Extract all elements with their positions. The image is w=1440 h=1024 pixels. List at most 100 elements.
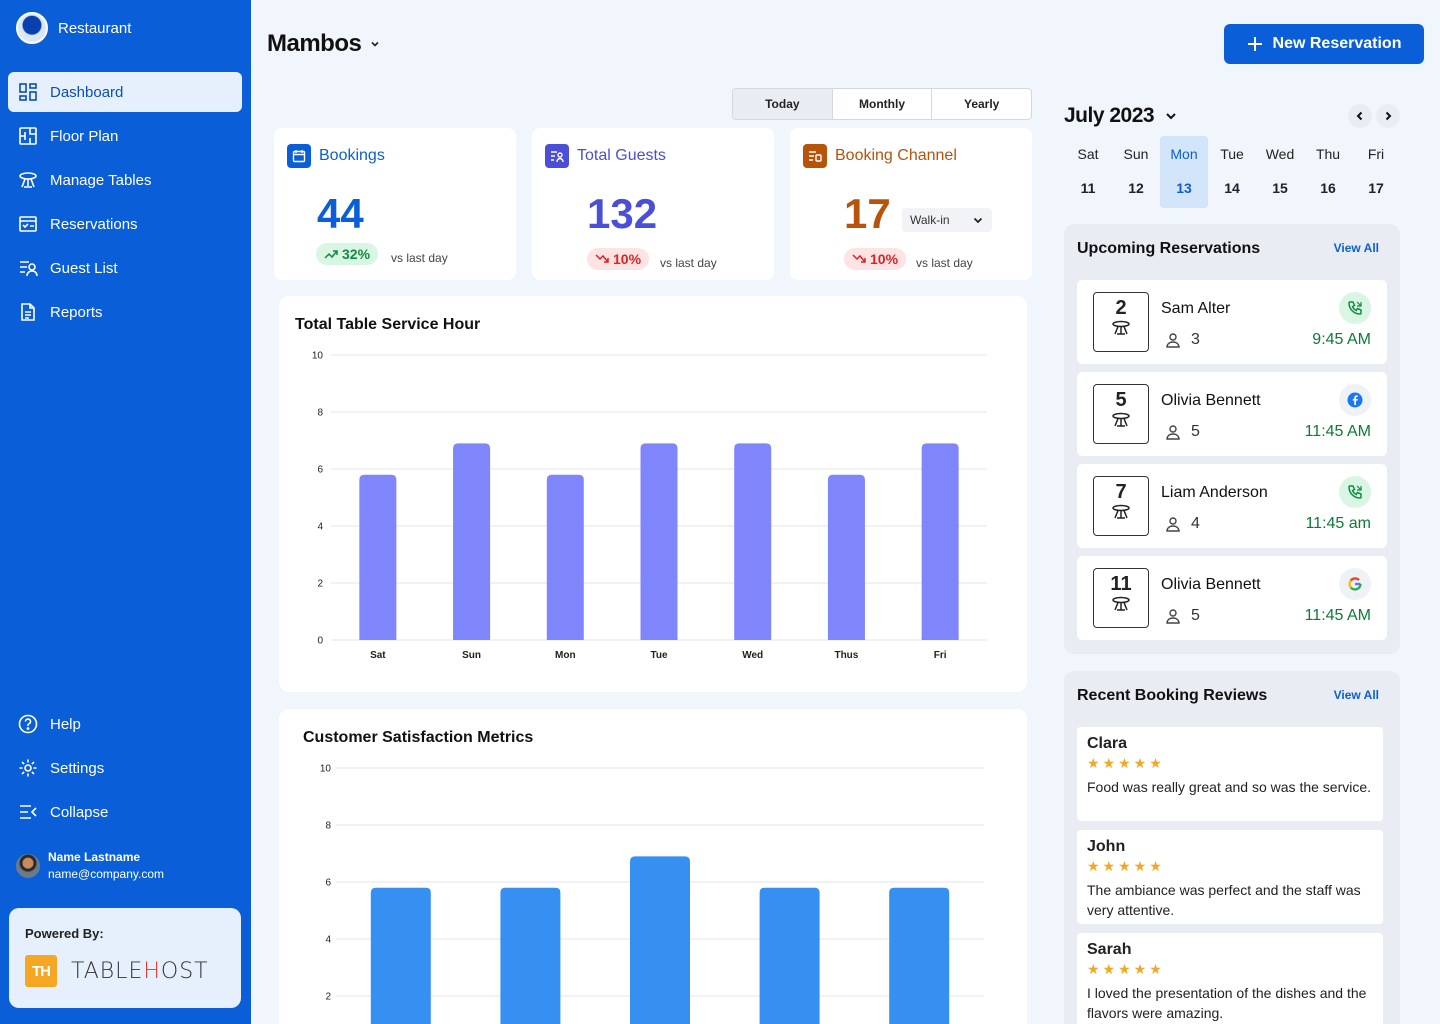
google-icon xyxy=(1339,568,1371,600)
gear-icon xyxy=(19,759,37,777)
guest-name: Liam Anderson xyxy=(1161,484,1268,501)
table-icon xyxy=(19,172,37,188)
brand-name: Restaurant xyxy=(58,19,132,37)
new-reservation-button[interactable]: New Reservation xyxy=(1224,24,1424,64)
reviews-title: Recent Booking Reviews xyxy=(1077,687,1268,704)
guest-name: Olivia Bennett xyxy=(1161,576,1261,593)
calendar-day[interactable]: Tue 14 xyxy=(1220,146,1244,196)
review-text: The ambiance was perfect and the staff w… xyxy=(1087,882,1361,918)
tablehost-logo: TH TABLEHOST xyxy=(25,955,225,987)
calendar-prev-button[interactable] xyxy=(1348,104,1372,128)
bar xyxy=(889,887,950,1024)
table-number-box: 7 xyxy=(1093,476,1149,536)
guests-vs-label: vs last day xyxy=(660,256,717,270)
review-item[interactable]: Clara ★★★★★ Food was really great and so… xyxy=(1077,727,1383,821)
y-tick-label: 8 xyxy=(317,408,323,419)
y-tick-label: 2 xyxy=(317,579,323,590)
upcoming-view-all-link[interactable]: View All xyxy=(1333,241,1379,255)
channel-change-badge: 10% xyxy=(844,248,907,270)
person-icon xyxy=(1166,333,1180,348)
table-number-box: 2 xyxy=(1093,292,1149,352)
bar xyxy=(500,887,561,1024)
review-item[interactable]: Sarah ★★★★★ I loved the presentation of … xyxy=(1077,933,1383,1024)
reservation-time: 11:45 am xyxy=(1305,515,1371,532)
bar xyxy=(734,443,772,640)
nav-item-reports[interactable]: Reports xyxy=(8,292,242,332)
bar xyxy=(759,887,820,1024)
chevron-left-icon xyxy=(1356,111,1363,121)
user-name: Name Lastname xyxy=(48,850,141,864)
channel-label: Booking Channel xyxy=(835,147,957,164)
reservation-item[interactable]: 2 Sam Alter 3 9:45 AM xyxy=(1077,280,1387,364)
nav-item-guest-list[interactable]: Guest List xyxy=(8,248,242,288)
channel-select[interactable]: Walk-in xyxy=(902,208,992,232)
table-number-box: 5 xyxy=(1093,384,1149,444)
nav-item-collapse[interactable]: Collapse xyxy=(8,792,242,832)
powered-by-label: Powered By: xyxy=(25,926,104,941)
secondary-nav: Help Settings Collapse xyxy=(8,704,242,836)
review-text: I loved the presentation of the dishes a… xyxy=(1087,985,1367,1021)
nav-item-manage-tables[interactable]: Manage Tables xyxy=(8,160,242,200)
nav-item-label: Collapse xyxy=(50,803,109,821)
calendar-month-selector[interactable]: July 2023 xyxy=(1064,104,1178,128)
bar xyxy=(640,443,678,640)
user-profile[interactable]: Name Lastname name@company.com xyxy=(16,850,164,881)
nav-item-settings[interactable]: Settings xyxy=(8,748,242,788)
restaurant-logo-icon xyxy=(16,12,48,44)
y-tick-label: 4 xyxy=(325,935,331,946)
bar xyxy=(546,474,584,640)
calendar-day[interactable]: Sat 11 xyxy=(1077,146,1099,196)
guest-list-icon xyxy=(545,144,569,168)
review-item[interactable]: John ★★★★★ The ambiance was perfect and … xyxy=(1077,830,1383,924)
bookings-value: 44 xyxy=(317,190,364,237)
bookings-vs-label: vs last day xyxy=(391,251,448,265)
channel-icon xyxy=(803,144,827,168)
period-monthly[interactable]: Monthly xyxy=(833,89,933,119)
x-tick-label: Sun xyxy=(462,650,481,661)
table-icon xyxy=(1112,412,1130,427)
nav-item-help[interactable]: Help xyxy=(8,704,242,744)
star-rating-icon: ★★★★★ xyxy=(1087,755,1165,771)
person-icon xyxy=(1166,517,1180,532)
nav-item-label: Reservations xyxy=(50,215,138,233)
calendar-day[interactable]: Thu 16 xyxy=(1315,146,1341,196)
y-tick-label: 2 xyxy=(325,992,331,1003)
bar xyxy=(921,443,959,640)
reviewer-name: Clara xyxy=(1087,735,1128,752)
y-tick-label: 10 xyxy=(312,351,324,362)
x-tick-label: Thus xyxy=(834,650,858,661)
help-icon xyxy=(18,714,38,734)
chevron-right-icon xyxy=(1385,111,1392,121)
calendar-day[interactable]: Sun 12 xyxy=(1123,146,1149,196)
calendar-icon xyxy=(287,144,311,168)
reservation-item[interactable]: 7 Liam Anderson 4 11:45 am xyxy=(1077,464,1387,548)
tablehost-wordmark: TABLEHOST xyxy=(71,958,209,984)
sidebar: Restaurant Dashboard Floor Plan Manage T… xyxy=(0,0,251,1024)
nav-item-dashboard[interactable]: Dashboard xyxy=(8,72,242,112)
period-today[interactable]: Today xyxy=(733,89,833,119)
reservation-time: 11:45 AM xyxy=(1304,423,1371,440)
calendar-next-button[interactable] xyxy=(1376,104,1400,128)
guests-label: Total Guests xyxy=(577,147,666,164)
restaurant-selector[interactable]: Mambos xyxy=(267,30,381,58)
calendar-day[interactable]: Wed 15 xyxy=(1265,146,1295,196)
guest-name: Olivia Bennett xyxy=(1161,392,1261,409)
x-tick-label: Wed xyxy=(742,650,763,661)
period-yearly[interactable]: Yearly xyxy=(963,97,1000,111)
nav-item-reservations[interactable]: Reservations xyxy=(8,204,242,244)
reviews-view-all-link[interactable]: View All xyxy=(1333,688,1379,702)
table-icon xyxy=(1112,320,1130,335)
calendar-day-selected[interactable]: Mon 13 xyxy=(1160,136,1208,208)
reviewer-name: Sarah xyxy=(1087,941,1132,958)
brand[interactable]: Restaurant xyxy=(16,12,131,44)
reservation-item[interactable]: 5 Olivia Bennett 5 11:45 AM xyxy=(1077,372,1387,456)
nav-item-label: Manage Tables xyxy=(50,171,152,189)
calendar-day[interactable]: Fri 17 xyxy=(1367,146,1385,196)
person-icon xyxy=(1166,609,1180,624)
recent-reviews-panel: Recent Booking Reviews View All Clara ★★… xyxy=(1064,671,1400,1024)
nav-item-floor-plan[interactable]: Floor Plan xyxy=(8,116,242,156)
trend-down-icon xyxy=(595,254,609,263)
satisfaction-chart: 2 4 6 8 10 xyxy=(320,764,984,1024)
reservation-item[interactable]: 11 Olivia Bennett 5 11:45 AM xyxy=(1077,556,1387,640)
chevron-down-icon xyxy=(973,217,983,224)
